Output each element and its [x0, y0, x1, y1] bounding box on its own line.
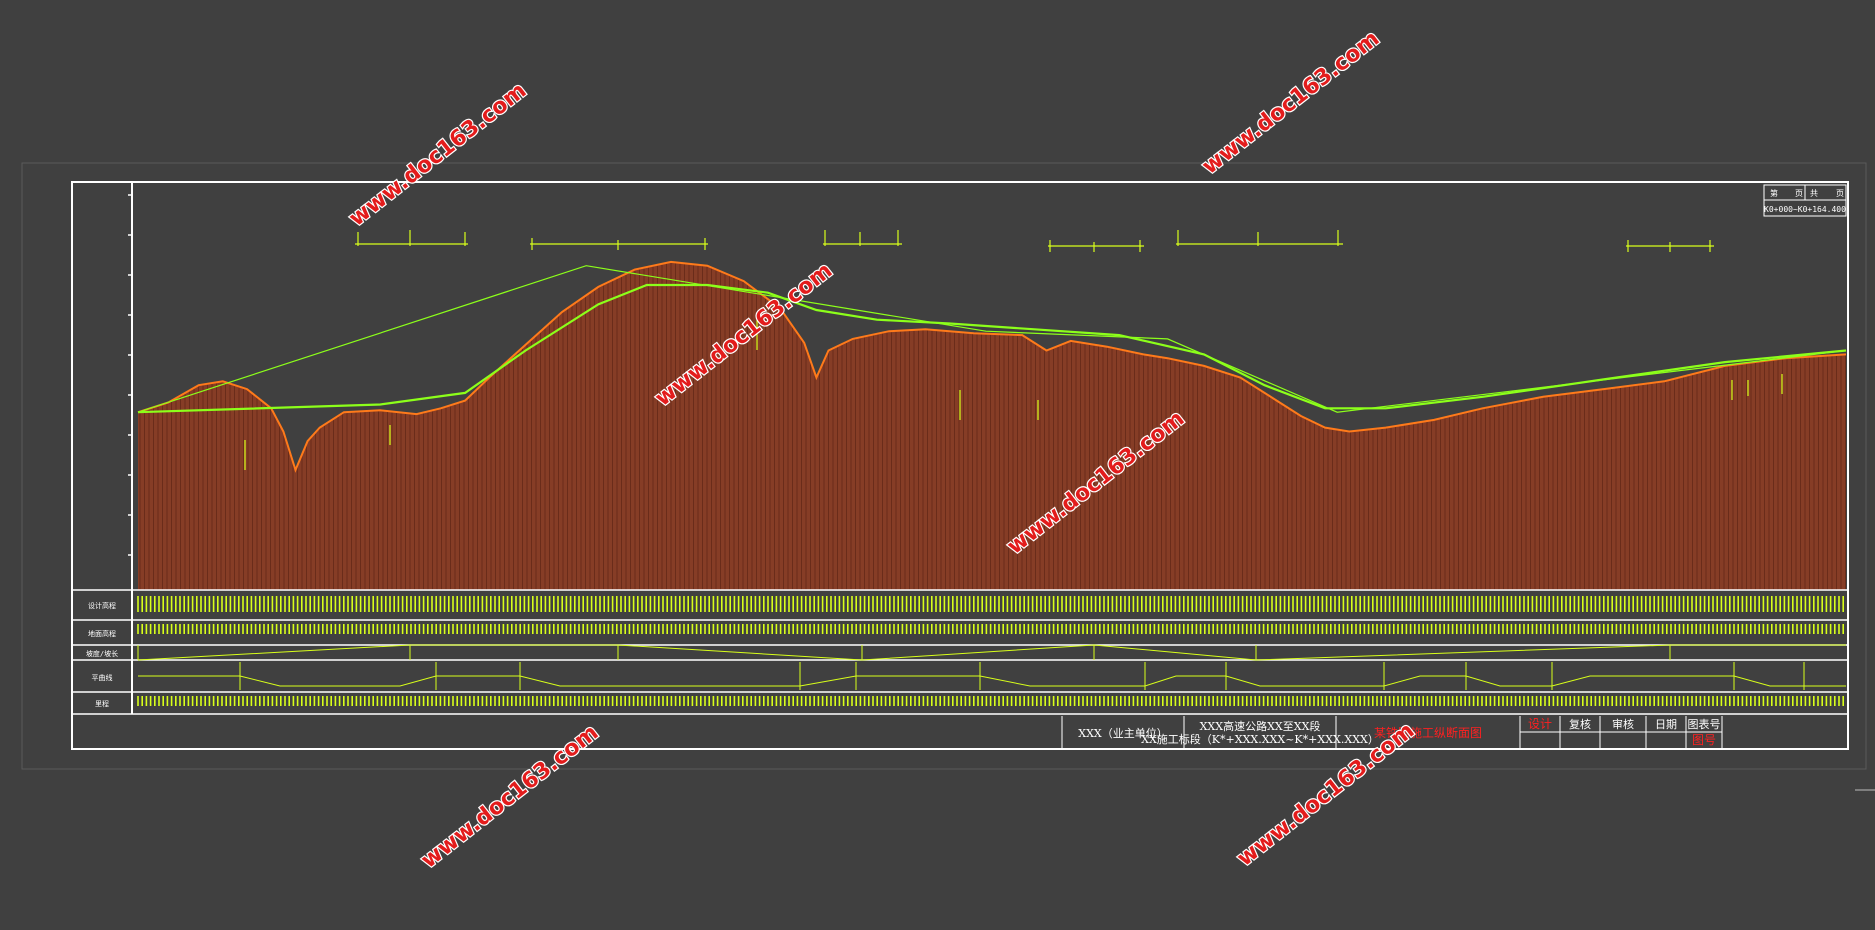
watermark-2: www.doc163.com — [1198, 26, 1385, 179]
design-grade-line — [137, 283, 1847, 414]
review-label: 复核 — [1569, 717, 1591, 731]
watermark-5: www.doc163.com — [417, 720, 604, 873]
date-label: 日期 — [1655, 718, 1677, 731]
station-range: K0+000~K0+164.400 — [1764, 205, 1846, 214]
drawing-no-label: 图表号 — [1688, 717, 1721, 731]
ground-hatching — [139, 262, 1846, 590]
bridge-annotation-6 — [1626, 240, 1714, 252]
longitudinal-profile — [137, 260, 1847, 590]
owner-unit: XXX（业主单位） — [1078, 726, 1168, 740]
drawing-title: 某铁路施工纵断面图 — [1374, 725, 1482, 740]
band-label-ground-elevation: 地面高程 — [88, 629, 116, 638]
bridge-annotation-1 — [355, 230, 468, 246]
band-label-station: 里程 — [95, 699, 109, 708]
drawing-frame — [71, 181, 1849, 750]
data-bands — [72, 589, 1848, 715]
band-tick-rows — [137, 596, 1844, 706]
project-line-1: XXX高速公路XX至XX段 — [1200, 719, 1321, 733]
bridge-annotation-2 — [530, 238, 708, 250]
grade-tangent-line — [137, 265, 1847, 413]
watermark-1: www.doc163.com — [345, 78, 532, 231]
ground-line — [137, 260, 1847, 473]
page-label-2: 页 — [1795, 189, 1803, 198]
page-label-1: 第 — [1770, 188, 1778, 198]
audit-label: 审核 — [1612, 717, 1634, 731]
grade-band — [137, 644, 1846, 661]
ground-fill — [138, 261, 1846, 590]
drawing-no: 图号 — [1692, 733, 1716, 747]
page-label-3: 共 — [1810, 189, 1818, 198]
grade-point-marks — [244, 320, 1783, 470]
band-labels: 设计高程 地面高程 坡度/坡长 平曲线 里程 — [86, 601, 118, 708]
structure-annotations — [244, 230, 1783, 470]
curve-band — [138, 662, 1846, 690]
band-label-design-elevation: 设计高程 — [88, 601, 116, 610]
design-label: 设计 — [1528, 717, 1552, 731]
sheet-info: 第 页 共 页 K0+000~K0+164.400 — [1763, 184, 1847, 217]
bridge-annotation-4 — [1048, 240, 1144, 252]
bridge-annotation-3 — [823, 230, 902, 246]
viewport-border — [21, 162, 1867, 770]
bridge-annotation-5 — [1176, 230, 1343, 246]
page-label-4: 页 — [1836, 189, 1844, 198]
project-line-2: XX施工标段（K*+XXX.XXX~K*+XXX.XXX） — [1141, 732, 1379, 746]
band-label-grade: 坡度/坡长 — [86, 649, 118, 658]
band-label-curve: 平曲线 — [92, 673, 113, 682]
elevation-scale — [128, 194, 132, 556]
title-block: XXX（业主单位） XXX高速公路XX至XX段 XX施工标段（K*+XXX.XX… — [1061, 716, 1723, 749]
